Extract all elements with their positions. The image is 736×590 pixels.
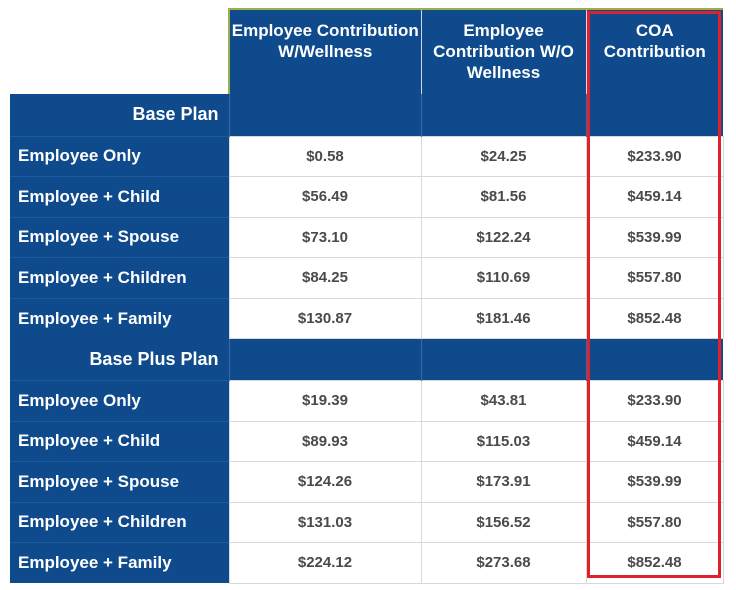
value-coa: $557.80 [585,257,724,299]
value-without-wellness: $156.52 [420,501,587,543]
value-with-wellness: $73.10 [228,216,422,258]
value-with-wellness: $124.26 [228,461,422,503]
table-row: Employee + Spouse $124.26 $173.91 $539.9… [10,461,724,503]
row-label: Employee + Spouse [10,216,229,258]
header-blank-cell [10,9,229,94]
row-label: Employee + Children [10,257,229,298]
value-with-wellness: $89.93 [228,420,422,462]
table-row: Employee + Family $224.12 $273.68 $852.4… [10,542,724,584]
value-without-wellness: $24.25 [420,135,587,177]
value-without-wellness: $173.91 [420,461,587,503]
section-title: Base Plan [10,94,229,136]
value-coa: $852.48 [585,542,724,584]
value-without-wellness: $122.24 [420,216,587,258]
value-without-wellness: $273.68 [420,542,587,584]
value-without-wellness: $110.69 [420,257,587,299]
section-title: Base Plus Plan [10,338,229,381]
header-row: Employee Contribution W/Wellness Employe… [10,8,723,94]
table-row: Employee + Family $130.87 $181.46 $852.4… [10,297,724,339]
value-coa: $459.14 [585,420,724,462]
value-coa: $459.14 [585,176,724,218]
contribution-table: Employee Contribution W/Wellness Employe… [10,8,724,584]
row-label: Employee + Children [10,501,229,543]
value-with-wellness: $56.49 [228,176,422,218]
row-label: Employee + Child [10,420,229,462]
value-without-wellness: $181.46 [420,297,587,339]
row-label: Employee + Child [10,176,229,217]
row-label: Employee + Family [10,542,229,583]
section-header-base-plus-plan: Base Plus Plan [10,338,723,381]
value-without-wellness: $81.56 [420,176,587,218]
table-row: Employee + Child $56.49 $81.56 $459.14 [10,176,724,218]
table-row: Employee + Spouse $73.10 $122.24 $539.99 [10,216,724,258]
row-label: Employee Only [10,380,229,421]
row-label: Employee Only [10,135,229,177]
table-row: Employee Only $0.58 $24.25 $233.90 [10,135,724,177]
section-header-base-plan: Base Plan [10,94,723,136]
header-employee-without-wellness: Employee Contribution W/O Wellness [420,8,586,94]
value-coa: $539.99 [585,216,724,258]
value-coa: $233.90 [585,135,724,177]
table-row: Employee + Child $89.93 $115.03 $459.14 [10,420,724,462]
row-label: Employee + Family [10,297,229,339]
header-employee-with-wellness: Employee Contribution W/Wellness [228,8,421,94]
value-coa: $233.90 [585,380,724,422]
value-coa: $852.48 [585,297,724,339]
value-without-wellness: $43.81 [420,380,587,422]
value-with-wellness: $131.03 [228,501,422,543]
table-row: Employee + Children $84.25 $110.69 $557.… [10,257,724,299]
table-row: Employee + Children $131.03 $156.52 $557… [10,501,724,543]
value-coa: $539.99 [585,461,724,503]
row-label: Employee + Spouse [10,461,229,502]
header-coa-contribution: COA Contribution [585,8,723,94]
value-with-wellness: $130.87 [228,297,422,339]
value-with-wellness: $19.39 [228,380,422,422]
value-without-wellness: $115.03 [420,420,587,462]
value-coa: $557.80 [585,501,724,543]
value-with-wellness: $0.58 [228,135,422,177]
table-row: Employee Only $19.39 $43.81 $233.90 [10,380,724,422]
value-with-wellness: $84.25 [228,257,422,299]
value-with-wellness: $224.12 [228,542,422,584]
